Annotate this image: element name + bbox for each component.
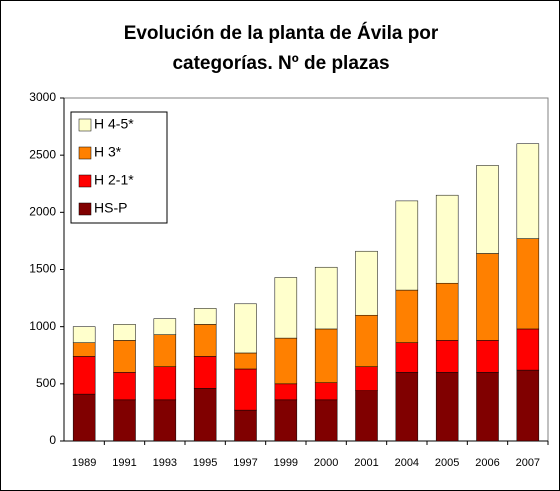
bar-segment <box>476 165 499 254</box>
bar-segment <box>314 328 338 383</box>
x-tick-label: 2001 <box>354 457 378 469</box>
bar-segment <box>113 324 136 341</box>
legend-swatch <box>78 146 92 160</box>
bar-segment <box>314 382 338 401</box>
y-tick-label: 0 <box>49 433 56 447</box>
bar-segment <box>274 277 298 339</box>
bar-segment <box>516 369 540 442</box>
y-tick-label: 2000 <box>29 205 56 219</box>
x-tick-label: 2004 <box>395 457 419 469</box>
legend-label: H 2-1* <box>94 172 134 188</box>
bar-segment <box>274 337 298 385</box>
bar-segment <box>395 289 419 343</box>
y-tick-label: 1000 <box>29 319 56 333</box>
bar-segment <box>193 388 217 442</box>
bar-segment <box>234 409 257 442</box>
bar-segment <box>314 266 338 330</box>
bar-segment <box>476 340 499 373</box>
bar-segment <box>435 194 459 284</box>
y-tick-label: 3000 <box>29 90 56 104</box>
y-tick-label: 1500 <box>29 262 56 276</box>
x-tick-label: 1989 <box>72 457 96 469</box>
bar-segment <box>395 200 419 291</box>
x-tick-label: 2000 <box>314 457 338 469</box>
bar-segment <box>476 253 499 341</box>
bar-segment <box>355 314 378 367</box>
legend-label: H 4-5* <box>94 116 134 132</box>
bar-segment <box>153 334 177 367</box>
x-tick-label: 1997 <box>233 457 257 469</box>
bar-segment <box>72 342 96 357</box>
bar-segment <box>274 399 298 442</box>
bar-segment <box>193 308 217 325</box>
bar-segment <box>193 324 217 357</box>
bar-segment <box>153 366 177 401</box>
x-tick-label: 1995 <box>193 457 217 469</box>
bar-segment <box>234 368 257 411</box>
bar-segment <box>476 372 499 442</box>
bar-segment <box>72 393 96 442</box>
bar-segment <box>516 328 540 371</box>
bar-segment <box>355 366 378 391</box>
bar-segment <box>314 399 338 442</box>
legend-swatch <box>78 202 92 216</box>
legend-swatch <box>78 118 92 132</box>
x-tick-label: 1993 <box>153 457 177 469</box>
bar-segment <box>72 326 96 343</box>
x-tick-label: 1991 <box>112 457 136 469</box>
x-tick-label: 2007 <box>516 457 540 469</box>
y-tick-label: 2500 <box>29 147 56 161</box>
bar-segment <box>395 372 419 442</box>
x-tick-label: 1999 <box>274 457 298 469</box>
bar-segment <box>516 143 540 239</box>
bar-segment <box>435 372 459 442</box>
legend-label: HS-P <box>94 200 127 216</box>
bar-segment <box>234 303 257 354</box>
bar-segment <box>153 318 177 335</box>
x-tick-label: 2006 <box>475 457 499 469</box>
chart-title: Evolución de la planta de Ávila por cate… <box>123 23 439 74</box>
x-tick-label: 2005 <box>435 457 459 469</box>
bar-segment <box>153 399 177 442</box>
bar-segment <box>113 399 136 442</box>
bar-segment <box>274 383 298 401</box>
legend-label: H 3* <box>94 144 122 160</box>
bar-segment <box>435 282 459 341</box>
bar-segment <box>435 340 459 373</box>
bar-segment <box>72 356 96 395</box>
bar-segment <box>355 250 378 316</box>
y-tick-label: 500 <box>36 376 56 390</box>
bar-segment <box>355 390 378 442</box>
bar-segment <box>234 352 257 370</box>
bar-segment <box>395 342 419 373</box>
bar-segment <box>113 372 136 401</box>
bar-segment <box>113 340 136 373</box>
bar-segment <box>516 238 540 330</box>
legend-swatch <box>78 174 92 188</box>
bar-segment <box>193 356 217 389</box>
